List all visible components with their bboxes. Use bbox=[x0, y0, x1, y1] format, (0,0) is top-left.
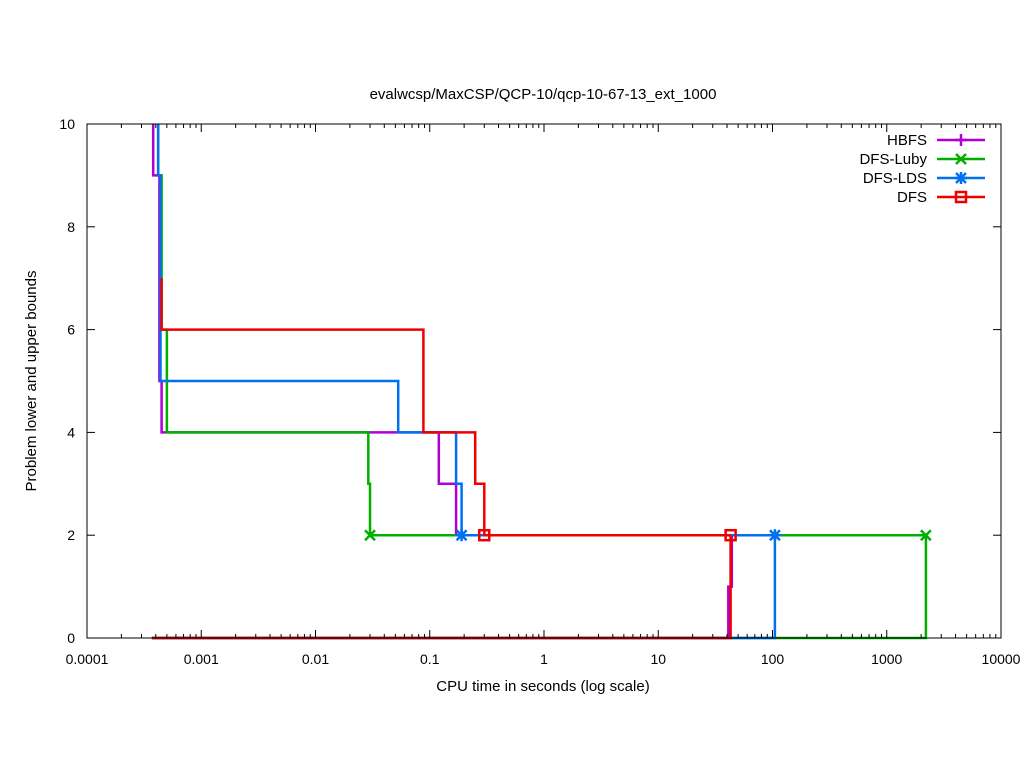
series-dfs-lds-lower-line bbox=[151, 535, 777, 640]
x-tick-label-3: 0.1 bbox=[420, 651, 440, 667]
series-dfs-lower-line bbox=[151, 535, 732, 640]
legend-marker-dfs bbox=[954, 190, 968, 204]
legend-marker-dfs-box bbox=[954, 190, 968, 204]
x-tick-label-1: 0.001 bbox=[184, 651, 219, 667]
series-dfs-lds-marker-0-d2 bbox=[455, 529, 468, 542]
series-dfs-luby-marker-0 bbox=[364, 529, 376, 542]
x-tick-labels: 0.0001 0.001 0.01 0.1 1 10 100 1000 10000 bbox=[66, 651, 1021, 667]
series-dfs-lds-upper-line bbox=[156, 124, 775, 537]
legend-marker-dfs-luby-d2 bbox=[955, 153, 967, 165]
series-dfs-marker-1 bbox=[724, 528, 737, 542]
x-tick-label-0: 0.0001 bbox=[66, 651, 109, 667]
series-dfs-luby-marker-1 bbox=[919, 529, 932, 542]
chart-title: evalwcsp/MaxCSP/QCP-10/qcp-10-67-13_ext_… bbox=[370, 86, 717, 103]
x-tick-label-5: 10 bbox=[650, 651, 666, 667]
legend-label-dfs-luby: DFS-Luby bbox=[859, 151, 927, 168]
x-tick-label-6: 100 bbox=[761, 651, 785, 667]
legend-label-hbfs: HBFS bbox=[887, 132, 927, 149]
series-dfs-marker-0-box bbox=[478, 528, 491, 542]
series-dfs-upper-line bbox=[160, 278, 731, 537]
legend-marker-hbfs bbox=[955, 134, 967, 146]
x-tick-label-4: 1 bbox=[540, 651, 548, 667]
series-dfs-lds-marker-1 bbox=[768, 529, 781, 542]
series-dfs-marker-1-box bbox=[724, 528, 737, 542]
series-dfs-lds-marker-1-d2 bbox=[769, 529, 781, 542]
legend-marker-dfs-lds-d2 bbox=[955, 172, 967, 184]
series-dfs-marker-0 bbox=[478, 528, 491, 542]
legend: HBFS DFS-Luby DFS-LDS DFS bbox=[859, 132, 985, 206]
series-dfs-luby-marker-1-d2 bbox=[919, 529, 932, 542]
legend-label-dfs-lds: DFS-LDS bbox=[863, 170, 927, 187]
series-dfs-luby-marker-0-d2 bbox=[364, 529, 376, 542]
y-tick-label-3: 6 bbox=[67, 322, 75, 338]
x-tick-label-8: 10000 bbox=[982, 651, 1021, 667]
axis-ticks bbox=[86, 123, 1002, 639]
y-tick-label-2: 4 bbox=[67, 424, 75, 440]
y-tick-labels: 0 2 4 6 8 10 bbox=[59, 116, 75, 646]
y-tick-label-4: 8 bbox=[67, 219, 75, 235]
y-tick-label-5: 10 bbox=[59, 116, 75, 132]
series-dfs-lds-marker-0 bbox=[455, 529, 468, 542]
legend-marker-dfs-luby bbox=[955, 153, 967, 165]
y-tick-label-1: 2 bbox=[67, 527, 75, 543]
legend-label-dfs: DFS bbox=[897, 189, 927, 206]
series-hbfs-lower-line bbox=[151, 535, 734, 640]
x-axis-label: CPU time in seconds (log scale) bbox=[436, 678, 649, 695]
series-dfs-luby-lower-line bbox=[151, 535, 928, 640]
x-tick-label-2: 0.01 bbox=[302, 651, 329, 667]
legend-marker-dfs-lds bbox=[955, 172, 967, 184]
x-tick-label-7: 1000 bbox=[871, 651, 902, 667]
y-axis-label: Problem lower and upper bounds bbox=[23, 271, 40, 492]
y-tick-label-0: 0 bbox=[67, 630, 75, 646]
plot-lines bbox=[151, 124, 932, 640]
